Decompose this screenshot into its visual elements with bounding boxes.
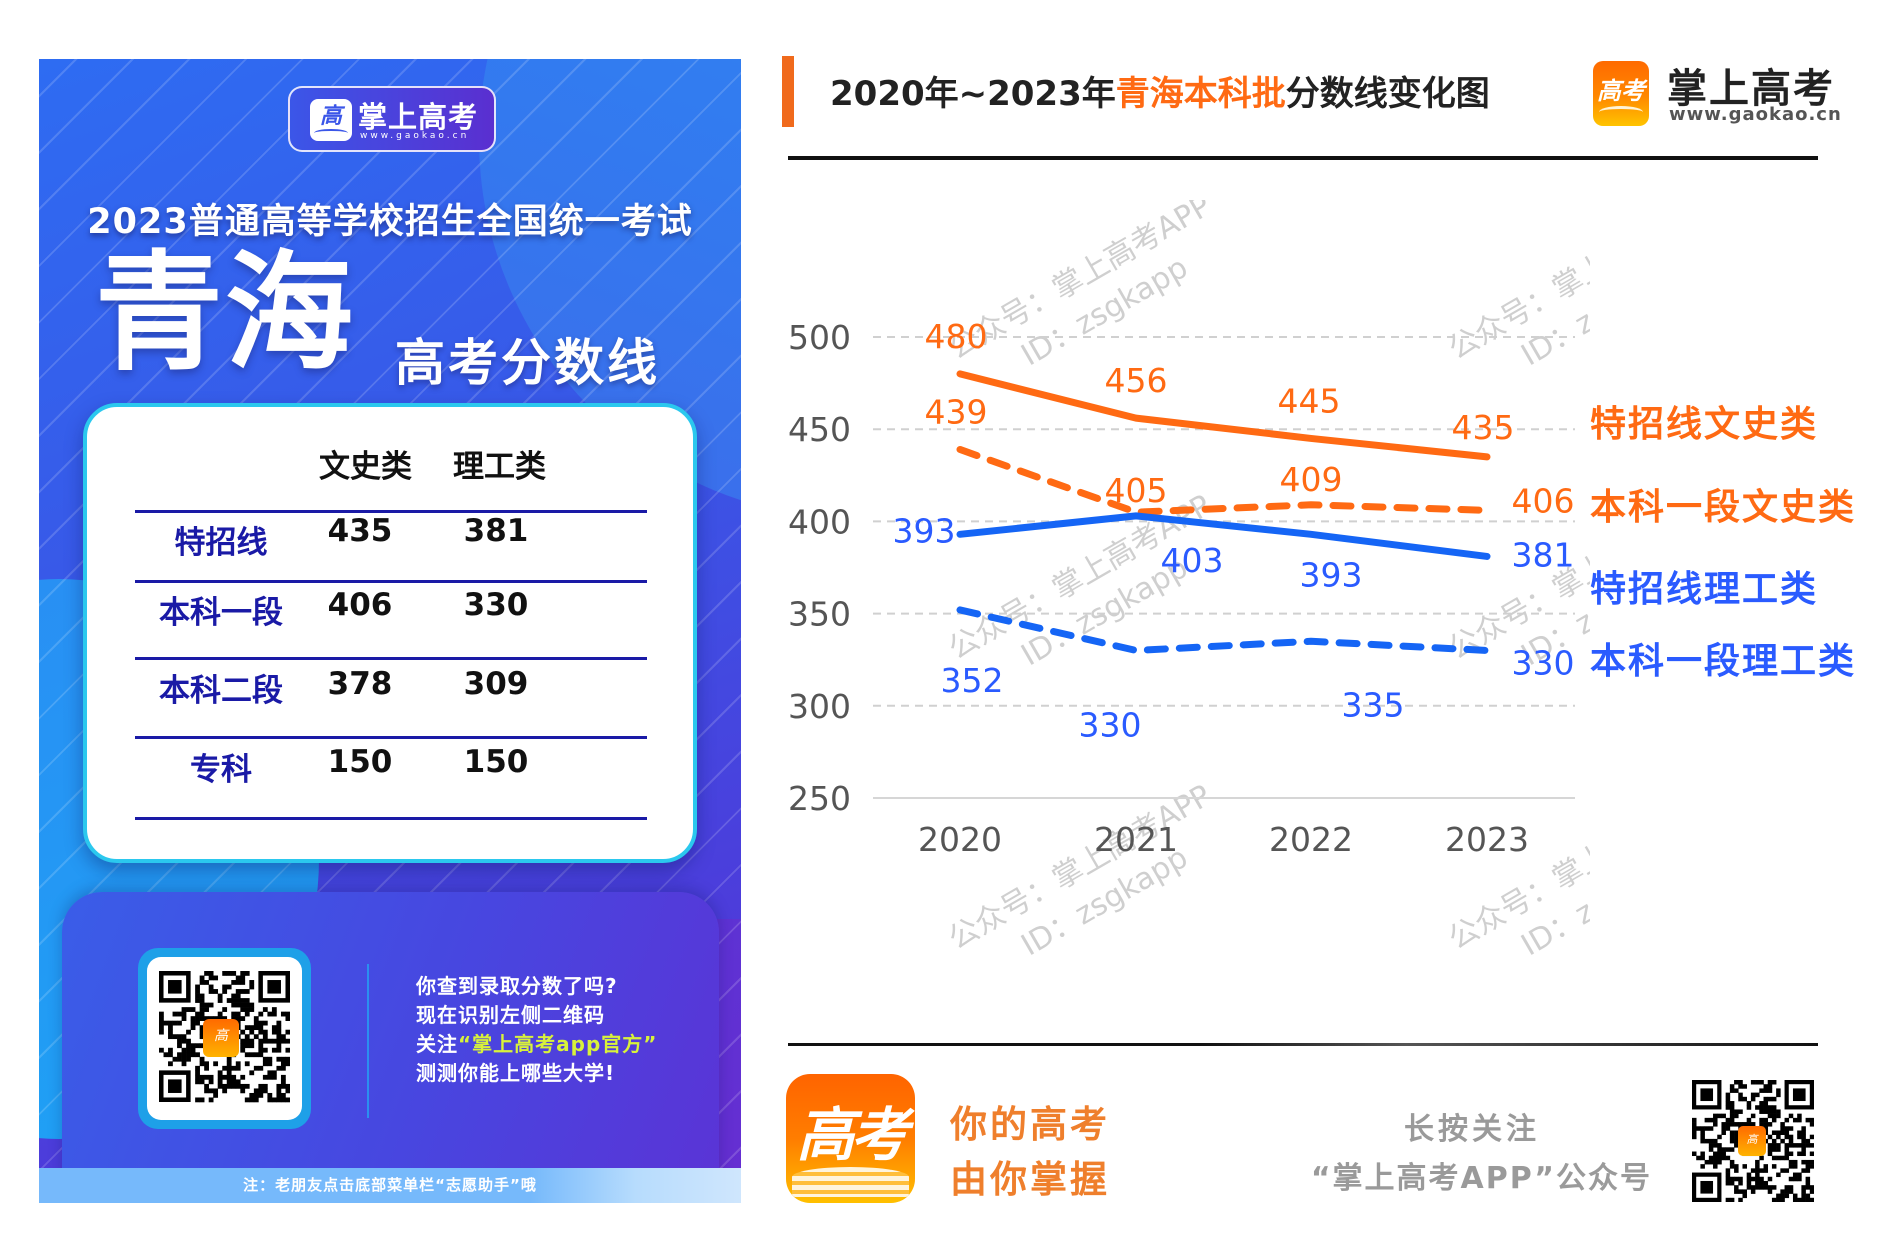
legend-item: 特招线文史类 — [1590, 404, 1819, 445]
row-label: 专科 — [190, 752, 252, 788]
gaokao-logo-icon: 高考 — [1593, 61, 1649, 126]
data-label: 330 — [1079, 705, 1142, 744]
legend-item: 本科一段理工类 — [1590, 641, 1857, 682]
gaokao-app-icon: 高 — [1738, 1126, 1766, 1156]
data-label: 403 — [1161, 541, 1224, 580]
series-line-2 — [956, 445, 1491, 516]
exam-title: 2023普通高等学校招生全国统一考试 — [87, 202, 693, 242]
slogan: 你的高考 由你掌握 — [950, 1097, 1110, 1207]
promo-line-3-prefix: 关注 — [416, 1032, 458, 1056]
row-label: 特招线 — [174, 525, 268, 561]
cell-ligong: 330 — [463, 587, 529, 623]
qr-code-icon[interactable] — [159, 971, 290, 1106]
y-tick-label: 400 — [788, 502, 851, 541]
chart-title: 2020年~2023年青海本科批分数线变化图 — [830, 66, 1490, 115]
score-table-card: 文史类 理工类 特招线 435 381 本科一段 406 330 本科二段 37… — [83, 403, 697, 863]
y-tick-label: 500 — [788, 318, 851, 357]
y-tick-label: 250 — [788, 779, 851, 818]
brand-name: 掌上高考 — [358, 100, 479, 134]
series-line-4 — [956, 606, 1491, 654]
data-label: 405 — [1105, 471, 1168, 510]
y-tick-label: 350 — [788, 595, 851, 634]
data-label: 381 — [1512, 535, 1575, 574]
table-rule — [135, 510, 647, 513]
cell-wenshi: 435 — [327, 513, 393, 549]
data-label: 393 — [893, 511, 956, 550]
promo-line-1: 你查到录取分数了吗? — [416, 974, 618, 998]
cell-ligong: 150 — [463, 744, 529, 780]
qr-code-frame[interactable]: 高 — [138, 948, 311, 1129]
slogan-line-2: 由你掌握 — [950, 1158, 1110, 1201]
data-label: 352 — [941, 661, 1004, 700]
qr-code-icon[interactable] — [1692, 1080, 1814, 1202]
data-label: 406 — [1512, 481, 1575, 520]
footer-divider — [788, 1043, 1818, 1046]
footer-note: 注：老朋友点击底部菜单栏“志愿助手”哦 — [39, 1168, 741, 1203]
brand-url: www.gaokao.cn — [360, 131, 470, 141]
data-label: 456 — [1105, 361, 1168, 400]
data-label: 445 — [1278, 381, 1341, 420]
column-header-wenshi: 文史类 — [319, 449, 412, 485]
title-accent-bar — [782, 56, 794, 127]
vertical-divider — [367, 964, 369, 1118]
brand-url: www.gaokao.cn — [1669, 104, 1842, 125]
data-label: 480 — [925, 317, 988, 356]
promo-line-3: 关注“掌上高考app官方” — [416, 1030, 657, 1059]
legend-item: 本科一段文史类 — [1590, 487, 1857, 528]
data-label: 409 — [1280, 460, 1343, 499]
column-header-ligong: 理工类 — [453, 449, 546, 485]
province-title: 青海 — [95, 239, 356, 388]
header-divider — [788, 156, 1818, 160]
slogan-line-1: 你的高考 — [950, 1103, 1110, 1146]
brand-badge: 高 掌上高考 www.gaokao.cn — [288, 86, 496, 152]
y-tick-label: 300 — [788, 687, 851, 726]
data-label: 393 — [1300, 555, 1363, 594]
title-accent: 青海本科批 — [1115, 74, 1286, 114]
cell-ligong: 309 — [463, 666, 529, 702]
y-tick-label: 450 — [788, 410, 851, 449]
data-label: 435 — [1452, 408, 1515, 447]
series-line-1 — [956, 370, 1491, 461]
table-rule — [135, 657, 647, 660]
legend-item: 特招线理工类 — [1590, 569, 1819, 610]
title-prefix: 2020年~2023年 — [830, 74, 1116, 114]
x-tick-label: 2020 — [918, 820, 1002, 859]
qr-promo-text: 你查到录取分数了吗? 现在识别左侧二维码 关注“掌上高考app官方” 测测你能上… — [416, 972, 657, 1088]
poster-subtitle: 高考分数线 — [395, 334, 660, 392]
gaokao-app-icon: 高考 — [786, 1074, 915, 1203]
title-suffix: 分数线变化图 — [1285, 74, 1490, 114]
series-line-3 — [956, 512, 1491, 560]
follow-prompt: 长按关注 — [1404, 1112, 1540, 1147]
cell-ligong: 381 — [463, 513, 529, 549]
qr-promo-panel: 高 你查到录取分数了吗? 现在识别左侧二维码 关注“掌上高考app官方” 测测你… — [62, 892, 719, 1182]
promo-line-4: 测测你能上哪些大学! — [416, 1061, 616, 1085]
cell-wenshi: 378 — [327, 666, 393, 702]
x-tick-label: 2023 — [1445, 820, 1529, 859]
x-tick-label: 2022 — [1269, 820, 1353, 859]
table-rule — [135, 817, 647, 820]
cell-wenshi: 150 — [327, 744, 393, 780]
promo-line-2: 现在识别左侧二维码 — [416, 1003, 605, 1027]
promo-highlight: “掌上高考app官方” — [458, 1032, 658, 1056]
data-label: 330 — [1512, 643, 1575, 682]
x-tick-label: 2021 — [1094, 820, 1178, 859]
row-label: 本科一段 — [159, 595, 283, 631]
table-rule — [135, 580, 647, 583]
data-label: 335 — [1342, 685, 1405, 724]
follow-account: “掌上高考APP”公众号 — [1310, 1161, 1652, 1196]
score-poster: 高 掌上高考 www.gaokao.cn 2023普通高等学校招生全国统一考试 … — [39, 59, 741, 1203]
gaokao-app-icon: 高 — [203, 1019, 239, 1057]
row-label: 本科二段 — [159, 673, 283, 709]
cell-wenshi: 406 — [327, 587, 393, 623]
gaokao-book-icon: 高 — [310, 99, 352, 141]
data-label: 439 — [925, 392, 988, 431]
table-rule — [135, 736, 647, 739]
brand-name: 掌上高考 — [1667, 66, 1835, 112]
